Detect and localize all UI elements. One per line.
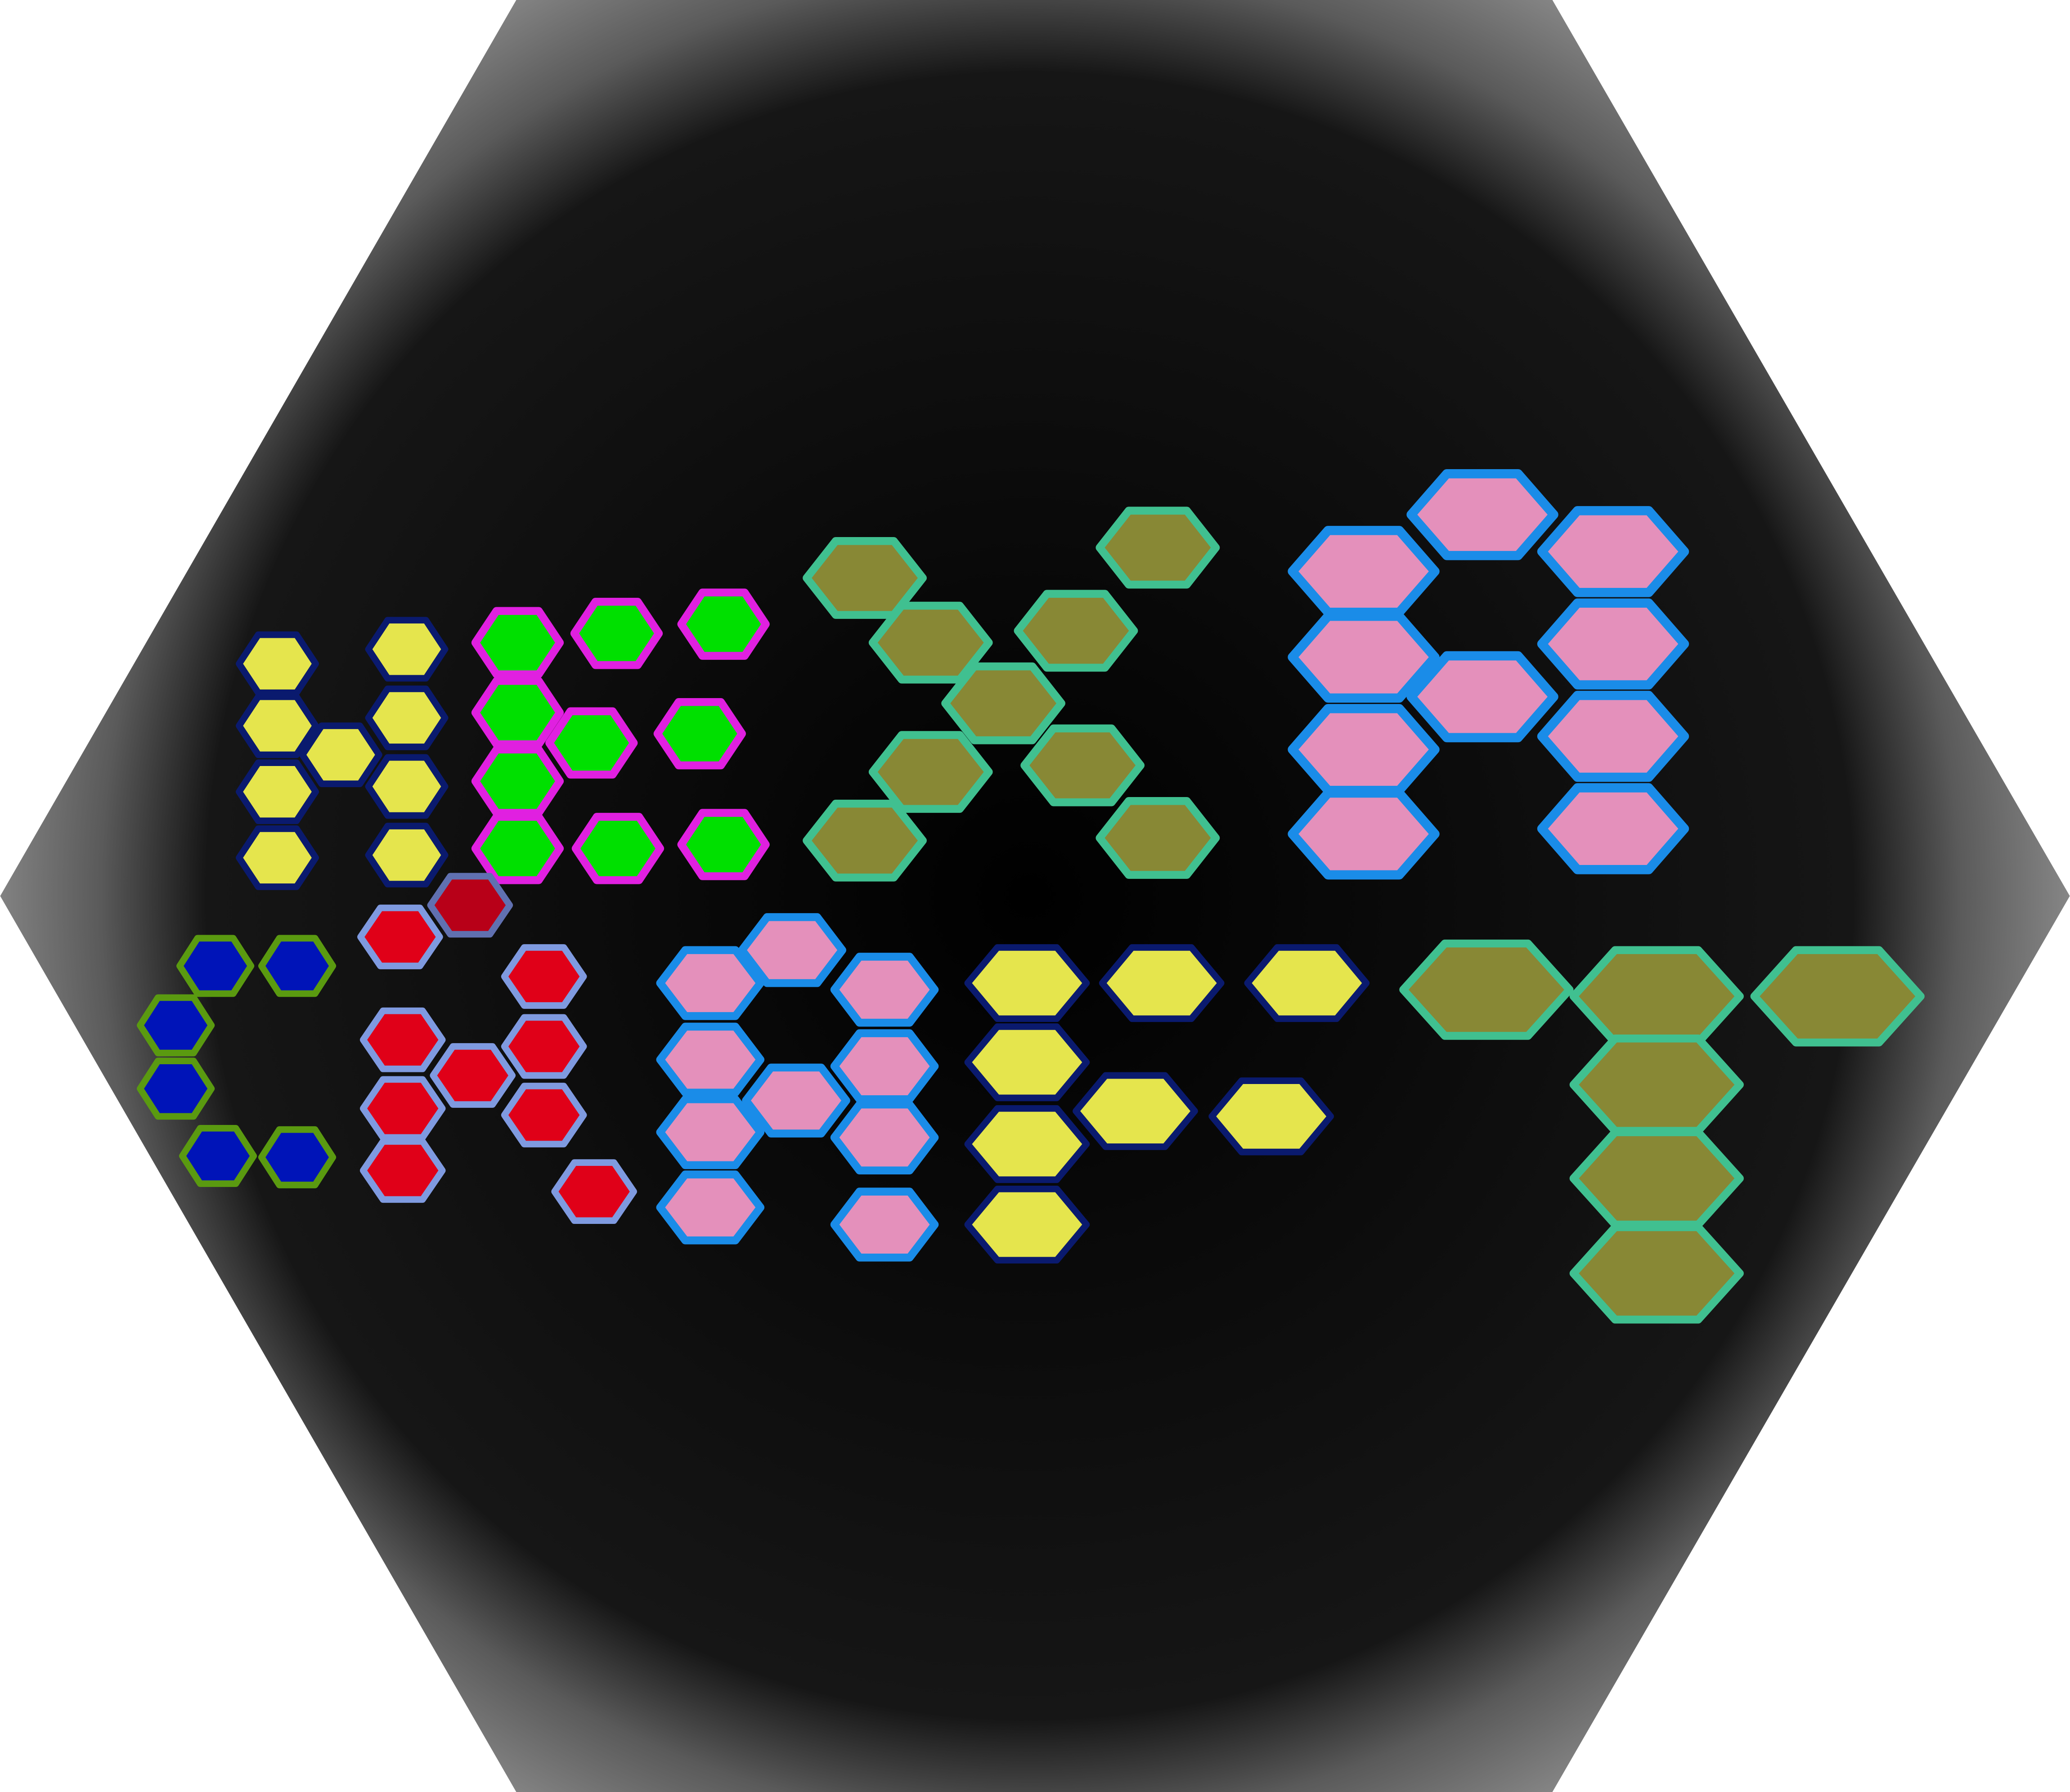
letter-e-hex: [545, 707, 638, 779]
letter-h-hex: [236, 631, 319, 696]
letter-f-hex: [964, 1023, 1090, 1102]
letter-r-hex: [501, 1014, 587, 1079]
letter-a-hex: [1288, 788, 1440, 880]
letter-r-hex: [551, 1159, 637, 1224]
letter-c-hex: [176, 935, 255, 997]
letter-r-hex: [501, 1083, 587, 1147]
letter-h-hex: [299, 722, 382, 787]
letter-r-hex-shadow: [427, 873, 513, 938]
letter-r-hex: [359, 1138, 446, 1203]
letter-a-hex: [1406, 651, 1558, 743]
letter-r-hex: [359, 1076, 446, 1141]
letter-a-hex: [1537, 690, 1689, 782]
letter-e-hex: [471, 677, 564, 748]
letter-h-hex: [365, 754, 449, 819]
letter-e-hex: [471, 607, 564, 678]
letter-a-hex: [1288, 611, 1440, 703]
letter-f-hex: [964, 944, 1090, 1022]
letter-x-hex: [803, 799, 927, 882]
letter-a2-hex: [830, 953, 939, 1027]
letter-e-hex: [471, 813, 564, 884]
letter-h-hex: [365, 685, 449, 750]
letter-x-hex: [868, 601, 993, 684]
letter-t-hex: [1569, 1035, 1744, 1135]
letter-a-hex: [1406, 469, 1558, 560]
letter-e-hex: [471, 745, 564, 817]
letter-x-hex: [1020, 724, 1145, 806]
letter-f-hex: [1244, 944, 1370, 1022]
letter-t-hex: [1569, 1128, 1744, 1229]
letter-e-hex: [571, 813, 665, 884]
letter-r-hex: [357, 905, 443, 969]
letter-f-hex: [1073, 1072, 1198, 1150]
letter-t-hex: [1569, 946, 1744, 1047]
letter-e-hex: [653, 698, 746, 770]
letter-h-hex: [365, 617, 449, 682]
letter-c-hex: [258, 1126, 337, 1188]
letter-a2-hex: [656, 1022, 765, 1097]
letter-h-hex: [236, 825, 319, 890]
letter-h-hex: [365, 823, 449, 887]
letter-r-hex: [501, 944, 587, 1009]
letter-a2-hex: [656, 1095, 765, 1169]
letter-e-hex: [570, 597, 663, 669]
letter-f-hex: [964, 1105, 1090, 1183]
letter-a2-hex: [656, 1170, 765, 1245]
letter-f-hex: [964, 1185, 1090, 1264]
letter-e-hex: [677, 588, 770, 660]
letter-a2-hex: [742, 1063, 850, 1138]
letter-a2-hex: [738, 913, 846, 987]
letter-r-hex: [430, 1043, 516, 1108]
letter-c-hex: [137, 1057, 215, 1120]
letter-a-hex: [1288, 526, 1440, 617]
letter-h-hex: [236, 693, 319, 758]
letter-t-hex: [1750, 946, 1925, 1047]
letter-a2-hex: [656, 946, 765, 1020]
letter-e-hex: [677, 809, 770, 880]
letter-x-hex: [1014, 590, 1138, 672]
letter-t-hex: [1399, 939, 1574, 1040]
letter-a2-hex: [830, 1100, 939, 1175]
letter-x-hex: [1096, 506, 1220, 589]
letter-c-hex: [137, 994, 215, 1057]
letter-a2-hex: [830, 1029, 939, 1103]
letter-a-hex: [1288, 704, 1440, 795]
letter-x-hex: [803, 537, 927, 619]
letter-c-hex: [258, 935, 337, 997]
letter-x-hex: [1096, 797, 1220, 879]
letter-a2-hex: [830, 1187, 939, 1262]
letter-f-hex: [1099, 944, 1225, 1022]
letter-x-hex: [868, 731, 993, 813]
letter-f-hex: [1208, 1077, 1334, 1156]
letter-t-hex: [1569, 1223, 1744, 1324]
letter-a-hex: [1537, 598, 1689, 690]
letter-x-hex: [941, 662, 1065, 744]
letter-a-hex: [1537, 506, 1689, 597]
letter-h-hex: [236, 759, 319, 824]
letter-c-hex: [179, 1125, 257, 1187]
letter-r-hex: [359, 1007, 446, 1072]
letter-a-hex: [1537, 783, 1689, 874]
